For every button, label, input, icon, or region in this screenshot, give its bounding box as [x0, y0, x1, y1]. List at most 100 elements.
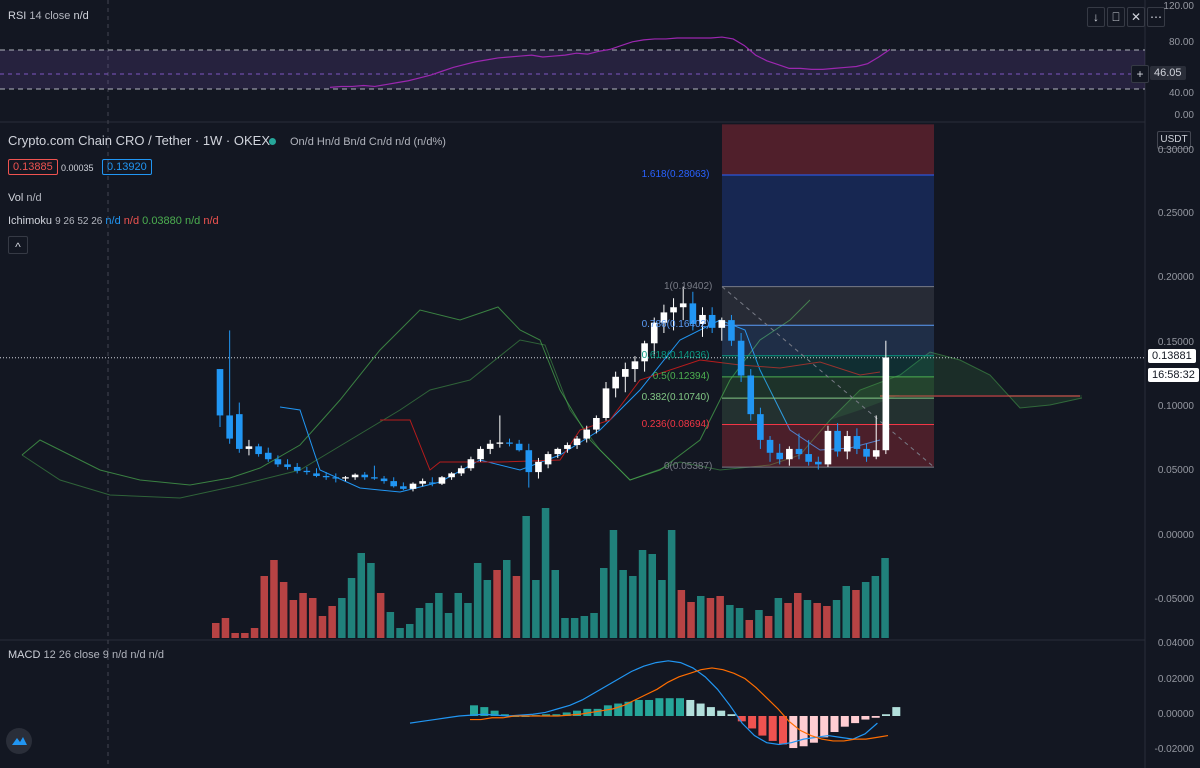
candle-body [554, 448, 562, 455]
volume-bar [697, 596, 705, 638]
volume-bar [347, 578, 356, 638]
pane-more-button[interactable]: ⋯ [1147, 7, 1165, 27]
volume-bar [270, 560, 278, 638]
candle-body [882, 357, 890, 451]
volume-bar [658, 580, 666, 638]
candle-body [400, 486, 407, 489]
candle-body [786, 448, 793, 460]
rsi-legend[interactable]: RSI 14 close n/d [8, 10, 89, 22]
ichimoku-value: n/d [184, 215, 201, 227]
volume-bar [503, 560, 511, 638]
macd-histogram-bar [789, 716, 798, 749]
candle-body [718, 320, 726, 328]
volume-bar [212, 623, 220, 638]
candle-body [419, 481, 426, 484]
volume-bar [600, 568, 608, 638]
fib-level-label: 0.618(0.14036) [641, 349, 710, 361]
logo-icon [12, 737, 27, 745]
volume-bar [328, 606, 336, 638]
add-plus-button[interactable]: + [1131, 65, 1149, 83]
macd-histogram-bar [809, 716, 818, 743]
candle-body [834, 430, 841, 452]
rsi-current-value: 46.05 [1150, 66, 1186, 80]
fib-zone [722, 376, 934, 399]
ichimoku-label: Ichimoku [8, 215, 53, 227]
macd-histogram-bar [490, 710, 499, 716]
senkou-span-b [21, 339, 1083, 499]
candle-body [255, 446, 262, 455]
volume-bar [590, 613, 598, 638]
symbol-title[interactable]: Crypto.com Chain CRO / Tether · 1W · OKE… [8, 133, 270, 148]
volume-bar [318, 616, 327, 638]
candle-body [245, 446, 253, 449]
candle-body [264, 452, 272, 460]
bar-countdown: 16:58:32 [1148, 368, 1199, 382]
candle-body [216, 369, 224, 416]
volume-bar [813, 603, 821, 638]
volume-bar [309, 598, 317, 638]
volume-legend[interactable]: Vol n/d [8, 192, 42, 204]
volume-bar [386, 612, 395, 638]
volume-bar [881, 558, 889, 638]
candle-body [429, 482, 436, 484]
pane-collapse-button[interactable]: ⎕ [1107, 7, 1125, 27]
volume-bar [512, 576, 521, 638]
pane-close-button[interactable]: ✕ [1127, 7, 1145, 27]
volume-bar [842, 586, 850, 638]
volume-bar [435, 593, 443, 638]
fib-level-label: 0.786(0.16402) [641, 319, 710, 331]
volume-bar [580, 616, 589, 638]
candle-body [650, 322, 658, 344]
volume-bar [677, 590, 686, 638]
bid-price-button[interactable]: 0.13885 [8, 159, 58, 175]
macd-histogram-bar [706, 707, 715, 716]
macd-histogram-bar [892, 707, 901, 716]
volume-bar [871, 576, 880, 638]
macd-histogram-bar [603, 705, 612, 716]
volume-bar [823, 606, 831, 638]
macd-histogram-bar [851, 716, 860, 724]
tradingview-logo[interactable] [6, 728, 32, 754]
macd-histogram-bar [614, 703, 623, 716]
candle-body [699, 314, 706, 324]
macd-histogram-bar [676, 698, 684, 716]
candle-body [322, 475, 330, 478]
candle-body [631, 361, 639, 370]
ichimoku-legend[interactable]: Ichimoku 9 26 52 26 n/d n/d 0.03880 n/d … [8, 215, 219, 227]
candle-body [457, 468, 465, 474]
macd-histogram-bar [779, 716, 787, 745]
candle-body [332, 477, 340, 479]
macd-value: n/d [130, 649, 146, 661]
macd-label: MACD [8, 649, 41, 661]
macd-axis-tick: 0.04000 [1157, 638, 1194, 649]
macd-histogram-bar [573, 710, 581, 716]
macd-histogram-bar [748, 716, 757, 729]
collapse-legend-button[interactable]: ^ [8, 236, 28, 254]
macd-histogram-bar [840, 716, 849, 727]
macd-histogram-bar [758, 716, 767, 736]
volume-bar [522, 516, 530, 638]
market-status-icon [269, 138, 276, 145]
volume-bar [396, 628, 404, 638]
candle-body [226, 415, 233, 439]
macd-legend[interactable]: MACD 12 26 close 9 n/d n/d n/d [8, 649, 164, 661]
rsi-axis-tick: 120.00 [1163, 1, 1194, 12]
candle-body [564, 445, 571, 449]
macd-histogram-bar [820, 716, 829, 738]
last-price-label: 0.13881 [1148, 349, 1196, 363]
macd-histogram-bar [624, 701, 633, 716]
ichimoku-value: n/d [123, 215, 140, 227]
pane-move-down-button[interactable]: ↓ [1087, 7, 1105, 27]
macd-histogram-bar [727, 714, 736, 716]
candle-body [670, 307, 677, 313]
macd-line [409, 660, 878, 746]
volume-bar [852, 590, 860, 638]
ask-price-button[interactable]: 0.13920 [102, 159, 152, 175]
currency-button[interactable]: USDT [1157, 131, 1191, 149]
macd-histogram-bar [634, 699, 643, 716]
rsi-axis-tick: 40.00 [1168, 88, 1194, 99]
volume-bar [648, 554, 656, 638]
candle-body [438, 477, 446, 484]
rsi-label: RSI [8, 10, 27, 22]
